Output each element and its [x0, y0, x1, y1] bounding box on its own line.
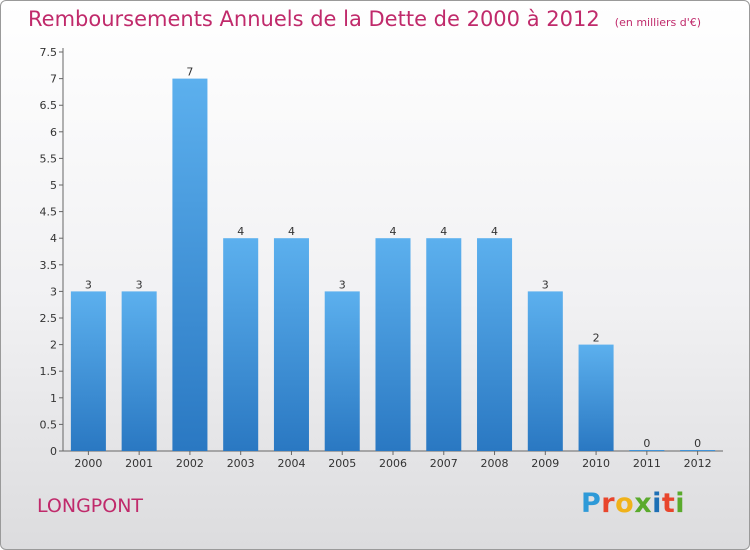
value-label-2005: 3	[339, 278, 346, 291]
y-tick-label: 4.5	[40, 206, 58, 219]
logo-letter: i	[675, 488, 686, 519]
value-label-2007: 4	[440, 225, 447, 238]
bar-2000	[70, 291, 106, 451]
bar-2002	[172, 78, 208, 451]
bar-2001	[121, 291, 157, 451]
y-tick-label: 3	[50, 285, 57, 298]
y-tick-label: 4	[50, 232, 57, 245]
value-label-2002: 7	[186, 66, 193, 79]
y-tick-label: 1.5	[40, 365, 58, 378]
x-tick-label-2012: 2012	[684, 457, 712, 470]
logo-letter: o	[615, 488, 635, 519]
value-label-2012: 0	[694, 437, 701, 450]
bar-2011	[629, 450, 665, 451]
bar-2003	[223, 238, 259, 451]
logo-letter: i	[652, 488, 662, 519]
x-tick-label-2007: 2007	[430, 457, 458, 470]
y-tick-label: 6.5	[40, 99, 58, 112]
value-label-2009: 3	[542, 278, 549, 291]
value-label-2011: 0	[643, 437, 650, 450]
bar-2004	[273, 238, 309, 451]
logo-letter: x	[634, 488, 653, 519]
logo-letter: t	[661, 488, 676, 519]
x-tick-label-2004: 2004	[277, 457, 305, 470]
bar-2007	[426, 238, 462, 451]
y-tick-label: 6	[50, 126, 57, 139]
value-label-2010: 2	[593, 332, 600, 345]
x-tick-label-2006: 2006	[379, 457, 407, 470]
y-tick-label: 1	[50, 392, 57, 405]
value-label-2004: 4	[288, 225, 295, 238]
y-tick-label: 2.5	[40, 312, 58, 325]
x-tick-label-2011: 2011	[633, 457, 661, 470]
value-label-2001: 3	[136, 278, 143, 291]
y-tick-label: 0.5	[40, 418, 58, 431]
bar-2010	[578, 344, 614, 451]
x-tick-label-2001: 2001	[125, 457, 153, 470]
x-tick-label-2000: 2000	[74, 457, 102, 470]
value-label-2008: 4	[491, 225, 498, 238]
bar-2008	[477, 238, 513, 451]
x-tick-label-2009: 2009	[531, 457, 559, 470]
bar-2009	[527, 291, 563, 451]
y-tick-label: 0	[50, 445, 57, 458]
value-label-2000: 3	[85, 278, 92, 291]
x-tick-label-2005: 2005	[328, 457, 356, 470]
x-tick-label-2002: 2002	[176, 457, 204, 470]
y-tick-label: 7	[50, 73, 57, 86]
y-tick-label: 5.5	[40, 152, 58, 165]
bar-2012	[680, 450, 716, 451]
chart-unit: (en milliers d'€)	[614, 16, 702, 29]
y-tick-label: 2	[50, 339, 57, 352]
city-name: LONGPONT	[37, 495, 144, 517]
x-tick-label-2003: 2003	[227, 457, 255, 470]
chart-title-text: Remboursements Annuels de la Dette de 20…	[28, 7, 600, 31]
x-tick-label-2008: 2008	[481, 457, 509, 470]
proxiti-logo: Proxiti	[581, 488, 685, 519]
logo-letter: r	[601, 488, 616, 519]
logo-letter: P	[581, 488, 602, 519]
bar-2006	[375, 238, 411, 451]
x-tick-label-2010: 2010	[582, 457, 610, 470]
y-tick-label: 5	[50, 179, 57, 192]
y-tick-label: 3.5	[40, 259, 58, 272]
bar-2005	[324, 291, 360, 451]
chart-title: Remboursements Annuels de la Dette de 20…	[28, 7, 701, 31]
value-label-2003: 4	[237, 225, 244, 238]
y-tick-label: 7.5	[40, 46, 58, 59]
value-label-2006: 4	[390, 225, 397, 238]
